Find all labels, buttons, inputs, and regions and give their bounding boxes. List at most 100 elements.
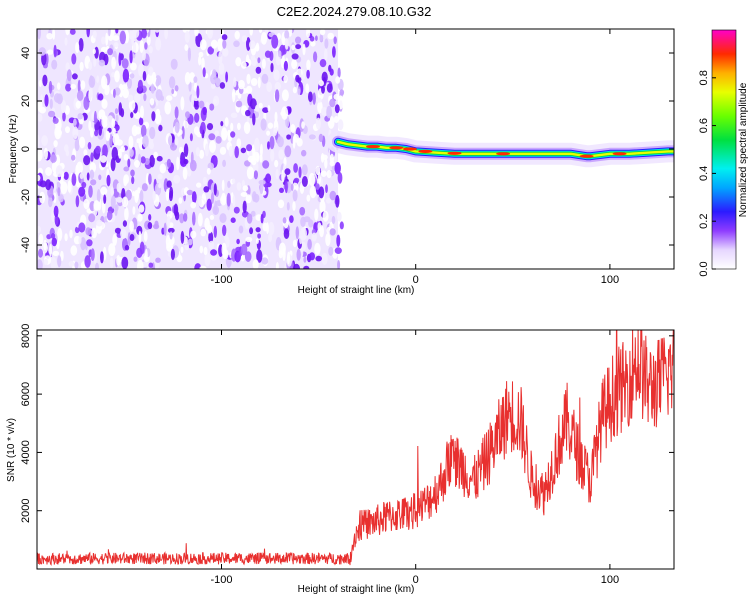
noise-speckle — [86, 29, 90, 38]
noise-speckle — [58, 194, 64, 203]
noise-speckle — [189, 133, 193, 142]
noise-speckle — [337, 95, 344, 110]
noise-speckle — [130, 169, 135, 177]
colorbar-tick-label: 0.6 — [698, 118, 710, 133]
noise-speckle — [74, 261, 79, 269]
noise-speckle — [136, 247, 143, 258]
noise-speckle — [199, 265, 207, 269]
noise-speckle — [194, 103, 200, 110]
noise-speckle — [187, 238, 193, 246]
noise-speckle — [76, 90, 84, 101]
noise-speckle — [184, 72, 191, 85]
noise-speckle — [37, 259, 43, 269]
noise-speckle — [219, 82, 226, 89]
noise-speckle — [259, 182, 264, 195]
noise-speckle — [250, 55, 256, 61]
noise-speckle — [249, 98, 257, 110]
noise-speckle — [174, 137, 179, 146]
noise-speckle — [286, 202, 290, 211]
noise-speckle — [164, 29, 168, 40]
noise-speckle — [78, 236, 82, 245]
noise-speckle — [206, 167, 211, 175]
noise-speckle — [109, 133, 113, 147]
noise-speckle — [199, 245, 204, 254]
noise-speckle — [124, 244, 130, 251]
noise-speckle — [277, 50, 282, 58]
noise-speckle — [128, 99, 136, 112]
noise-speckle — [329, 190, 337, 201]
noise-speckle — [201, 193, 207, 205]
noise-speckle — [255, 238, 259, 244]
noise-speckle — [238, 225, 244, 234]
noise-speckle — [167, 227, 175, 234]
noise-speckle — [215, 77, 221, 87]
noise-speckle — [57, 187, 61, 197]
noise-speckle — [137, 213, 143, 222]
noise-speckle — [234, 30, 240, 40]
y-tick-label: 2000 — [20, 498, 32, 522]
noise-speckle — [333, 116, 339, 123]
noise-speckle — [87, 142, 92, 150]
noise-speckle — [173, 203, 179, 217]
noise-speckle — [65, 29, 70, 36]
noise-speckle — [222, 159, 227, 167]
noise-speckle — [250, 210, 256, 217]
noise-speckle — [225, 71, 229, 83]
noise-speckle — [221, 242, 227, 257]
noise-speckle — [325, 233, 331, 247]
noise-speckle — [123, 154, 129, 161]
noise-speckle — [213, 95, 220, 107]
noise-speckle — [303, 256, 307, 263]
noise-speckle — [107, 48, 113, 56]
noise-speckle — [51, 233, 56, 239]
noise-speckle — [208, 133, 216, 141]
noise-speckle — [153, 223, 160, 230]
noise-speckle — [240, 192, 248, 197]
noise-speckle — [293, 177, 300, 184]
noise-speckle — [256, 249, 263, 263]
noise-speckle — [295, 36, 302, 44]
noise-speckle — [123, 166, 130, 172]
noise-speckle — [192, 211, 196, 226]
snr-series-line — [37, 330, 674, 566]
noise-speckle — [329, 68, 334, 76]
noise-speckle — [145, 173, 149, 187]
noise-speckle — [185, 111, 190, 119]
noise-speckle — [265, 173, 272, 184]
noise-speckle — [148, 262, 154, 268]
noise-speckle — [337, 260, 341, 269]
spectrogram-noise — [37, 29, 345, 269]
noise-speckle — [333, 36, 337, 45]
noise-speckle — [257, 76, 261, 89]
colorbar-ticks: 0.0 0.2 0.4 0.6 0.8 — [698, 70, 716, 277]
noise-speckle — [102, 144, 108, 159]
noise-speckle — [296, 248, 301, 261]
noise-speckle — [293, 263, 300, 269]
y-tick-label: -40 — [20, 237, 32, 253]
noise-speckle — [202, 106, 207, 116]
signal-hot-spot — [389, 146, 404, 150]
noise-speckle — [121, 58, 129, 69]
noise-speckle — [146, 73, 154, 85]
noise-speckle — [221, 179, 225, 192]
noise-speckle — [134, 93, 141, 103]
noise-speckle — [180, 246, 184, 253]
noise-speckle — [321, 84, 325, 94]
noise-speckle — [209, 140, 216, 153]
noise-speckle — [105, 32, 109, 46]
noise-speckle — [200, 228, 207, 237]
noise-speckle — [293, 133, 300, 143]
noise-speckle — [284, 145, 292, 158]
noise-speckle — [334, 162, 341, 175]
noise-speckle — [274, 111, 278, 123]
noise-speckle — [178, 146, 184, 154]
noise-speckle — [101, 115, 108, 128]
snr-y-label: SNR (10 * v/v) — [6, 418, 17, 482]
noise-speckle — [72, 73, 78, 80]
noise-speckle — [171, 88, 175, 95]
noise-speckle — [37, 134, 40, 148]
noise-speckle — [325, 184, 328, 194]
noise-speckle — [93, 58, 97, 67]
noise-speckle — [274, 89, 280, 103]
noise-speckle — [155, 37, 162, 51]
